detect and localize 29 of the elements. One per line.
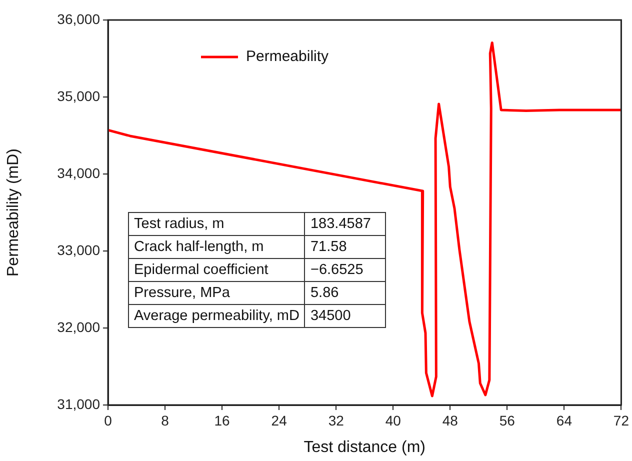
x-tick-label: 72 [613, 412, 630, 428]
x-tick-label: 16 [214, 412, 230, 428]
annotation: Average permeability, mD [128, 304, 305, 328]
x-tick-label: 8 [161, 412, 170, 428]
x-tick-label: 56 [499, 412, 516, 428]
y-axis-title: Permeability (mD) [5, 148, 22, 277]
y-tick-label: 31,000 [57, 396, 100, 412]
annotation: 71.58 [304, 236, 386, 258]
annotation: Test radius, m [128, 212, 305, 236]
annotation: Epidermal coefficient [128, 258, 305, 282]
legend-label: Permeability [246, 48, 330, 66]
x-tick-label: 48 [442, 412, 458, 428]
annotation: Pressure, MPa [128, 282, 305, 304]
annotation: 5.86 [304, 282, 386, 304]
x-tick-label: 24 [271, 412, 288, 428]
annotation: −6.6525 [304, 258, 386, 282]
annotation: 183.4587 [304, 212, 386, 236]
x-axis-title: Test distance (m) [304, 438, 426, 456]
annotation: 34500 [304, 304, 386, 328]
y-tick-label: 33,000 [57, 242, 100, 258]
x-tick-label: 64 [556, 412, 572, 428]
x-tick-label: 0 [104, 412, 112, 428]
y-tick-label: 35,000 [57, 88, 100, 104]
y-tick-label: 36,000 [57, 10, 100, 27]
y-tick-label: 34,000 [57, 164, 100, 181]
x-tick-label: 32 [328, 412, 344, 428]
y-tick-label: 32,000 [57, 318, 100, 335]
x-tick-label: 40 [385, 412, 402, 428]
annotation: Crack half-length, m [128, 236, 305, 258]
